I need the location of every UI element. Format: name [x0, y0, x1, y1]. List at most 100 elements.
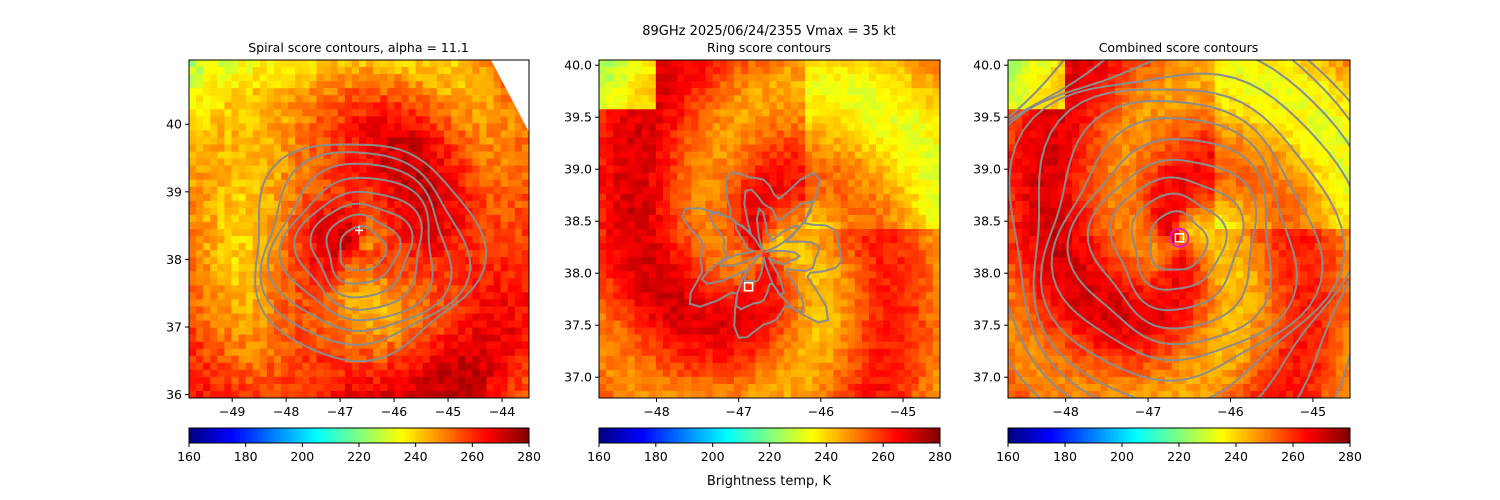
heatmap-cell	[429, 257, 438, 265]
heatmap-cell	[266, 320, 275, 329]
heatmap-cell	[819, 327, 827, 336]
heatmap-cell	[507, 243, 516, 251]
heatmap-cell	[351, 179, 360, 188]
heatmap-cell	[266, 116, 275, 124]
heatmap-cell	[854, 165, 863, 174]
heatmap-cell	[387, 243, 396, 251]
heatmap-cell	[620, 165, 629, 174]
heatmap-cell	[366, 207, 374, 216]
heatmap-cell	[507, 292, 516, 301]
heatmap-cell	[599, 186, 607, 195]
heatmap-cell	[359, 369, 367, 378]
heatmap-cell	[266, 306, 275, 315]
heatmap-cell	[840, 130, 849, 139]
heatmap-cell	[897, 95, 906, 103]
heatmap-cell	[783, 74, 792, 82]
heatmap-cell	[620, 264, 629, 272]
heatmap-cell	[281, 278, 289, 286]
heatmap-cell	[613, 383, 621, 392]
heatmap-cell	[429, 95, 438, 103]
heatmap-cell	[422, 165, 431, 174]
heatmap-cell	[465, 123, 473, 132]
heatmap-cell	[677, 81, 685, 89]
heatmap-cell	[493, 327, 502, 336]
colorbar-segment	[658, 428, 663, 443]
heatmap-cell	[408, 376, 417, 385]
heatmap-cell	[444, 390, 452, 398]
heatmap-cell	[797, 144, 806, 153]
heatmap-cell	[323, 341, 332, 350]
colorbar-segment	[760, 428, 765, 443]
heatmap-cell	[662, 278, 671, 286]
heatmap-cell	[840, 207, 849, 216]
heatmap-cell	[309, 341, 318, 350]
heatmap-cell	[847, 355, 856, 364]
heatmap-cell	[733, 179, 742, 188]
heatmap-cell	[259, 334, 268, 343]
heatmap-cell	[444, 236, 452, 244]
heatmap-cell	[805, 362, 813, 371]
heatmap-cell	[741, 369, 749, 378]
x-tick-label: −49	[219, 404, 245, 419]
heatmap-cell	[932, 193, 940, 202]
heatmap-cell	[444, 355, 452, 364]
heatmap-cell	[847, 348, 856, 357]
heatmap-cell	[507, 151, 516, 160]
heatmap-cell	[854, 102, 863, 110]
colorbar-tick-label: 220	[347, 449, 371, 464]
heatmap-cell	[479, 95, 488, 103]
heatmap-cell	[458, 250, 466, 258]
heatmap-cell	[925, 257, 934, 265]
heatmap-cell	[854, 81, 863, 89]
heatmap-cell	[876, 341, 884, 350]
heatmap-cell	[1008, 172, 1016, 181]
heatmap-cell	[648, 383, 657, 392]
heatmap-cell	[599, 299, 607, 308]
heatmap-cell	[613, 60, 621, 68]
heatmap-cell	[316, 250, 325, 258]
heatmap-cell	[861, 229, 870, 237]
heatmap-cell	[733, 158, 742, 167]
heatmap-cell	[805, 116, 813, 124]
heatmap-cell	[670, 257, 678, 265]
heatmap-cell	[698, 60, 707, 68]
heatmap-cell	[769, 172, 778, 181]
heatmap-cell	[203, 165, 211, 174]
heatmap-cell	[252, 158, 261, 167]
heatmap-cell	[634, 158, 643, 167]
heatmap-cell	[790, 81, 799, 89]
heatmap-cell	[662, 221, 671, 230]
heatmap-cell	[408, 95, 417, 103]
heatmap-cell	[217, 341, 226, 350]
heatmap-cell	[281, 348, 289, 357]
heatmap-cell	[762, 257, 771, 265]
colorbar-segment	[197, 428, 201, 443]
heatmap-cell	[344, 67, 353, 75]
heatmap-cell	[472, 271, 481, 279]
heatmap-cell	[925, 207, 934, 216]
heatmap-cell	[274, 60, 282, 68]
heatmap-cell	[189, 172, 197, 181]
heatmap-cell	[422, 264, 431, 272]
heatmap-cell	[373, 116, 381, 124]
heatmap-cell	[344, 74, 353, 82]
heatmap-cell	[458, 81, 466, 89]
heatmap-cell	[599, 390, 607, 398]
heatmap-cell	[281, 334, 289, 343]
heatmap-cell	[231, 264, 240, 272]
heatmap-cell	[344, 137, 353, 146]
heatmap-cell	[861, 313, 870, 322]
colorbar-segment	[444, 428, 448, 443]
heatmap-cell	[366, 306, 374, 315]
colorbar-segment	[928, 428, 932, 443]
heatmap-cell	[451, 390, 459, 398]
heatmap-cell	[826, 285, 835, 293]
heatmap-cell	[719, 130, 728, 139]
heatmap-cell	[373, 362, 381, 371]
heatmap-cell	[394, 67, 403, 75]
heatmap-cell	[698, 341, 707, 350]
heatmap-cell	[741, 348, 749, 357]
heatmap-cell	[210, 292, 218, 301]
heatmap-cell	[366, 102, 374, 110]
heatmap-cell	[323, 109, 332, 117]
